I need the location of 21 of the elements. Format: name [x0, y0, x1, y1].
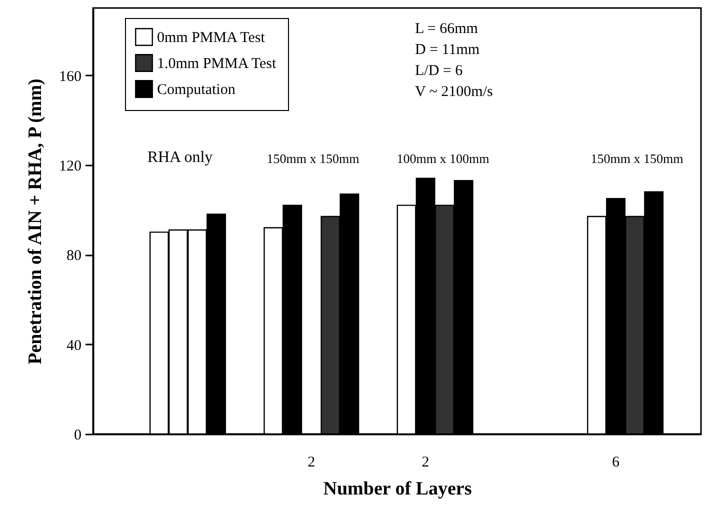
x-tick-label: 6: [612, 454, 620, 470]
annotation: 150mm x 150mm: [266, 151, 360, 166]
y-tick-label: 160: [59, 68, 82, 85]
legend-label: Computation: [157, 82, 236, 98]
x-tick-label: 2: [422, 454, 430, 470]
annotation: V ~ 2100m/s: [415, 84, 494, 100]
y-tick-label: 0: [74, 428, 82, 444]
annotation: L/D = 6: [415, 63, 464, 79]
legend-label: 0mm PMMA Test: [157, 30, 266, 46]
x-axis-title: Number of Layers: [323, 478, 472, 500]
legend-label: 1.0mm PMMA Test: [157, 56, 277, 72]
y-tick-label: 120: [59, 158, 82, 174]
y-tick-label: 40: [66, 338, 82, 354]
annotation: D = 11mm: [415, 42, 480, 58]
annotation: 150mm x 150mm: [590, 151, 684, 166]
annotation: RHA only: [147, 149, 213, 166]
y-axis-title: Penetration of AIN + RHA, P (mm): [25, 78, 46, 364]
x-tick-label: 2: [308, 454, 316, 470]
annotation: L = 66mm: [415, 21, 478, 37]
y-tick-label: 80: [66, 248, 82, 264]
annotation: 100mm x 100mm: [396, 151, 490, 166]
